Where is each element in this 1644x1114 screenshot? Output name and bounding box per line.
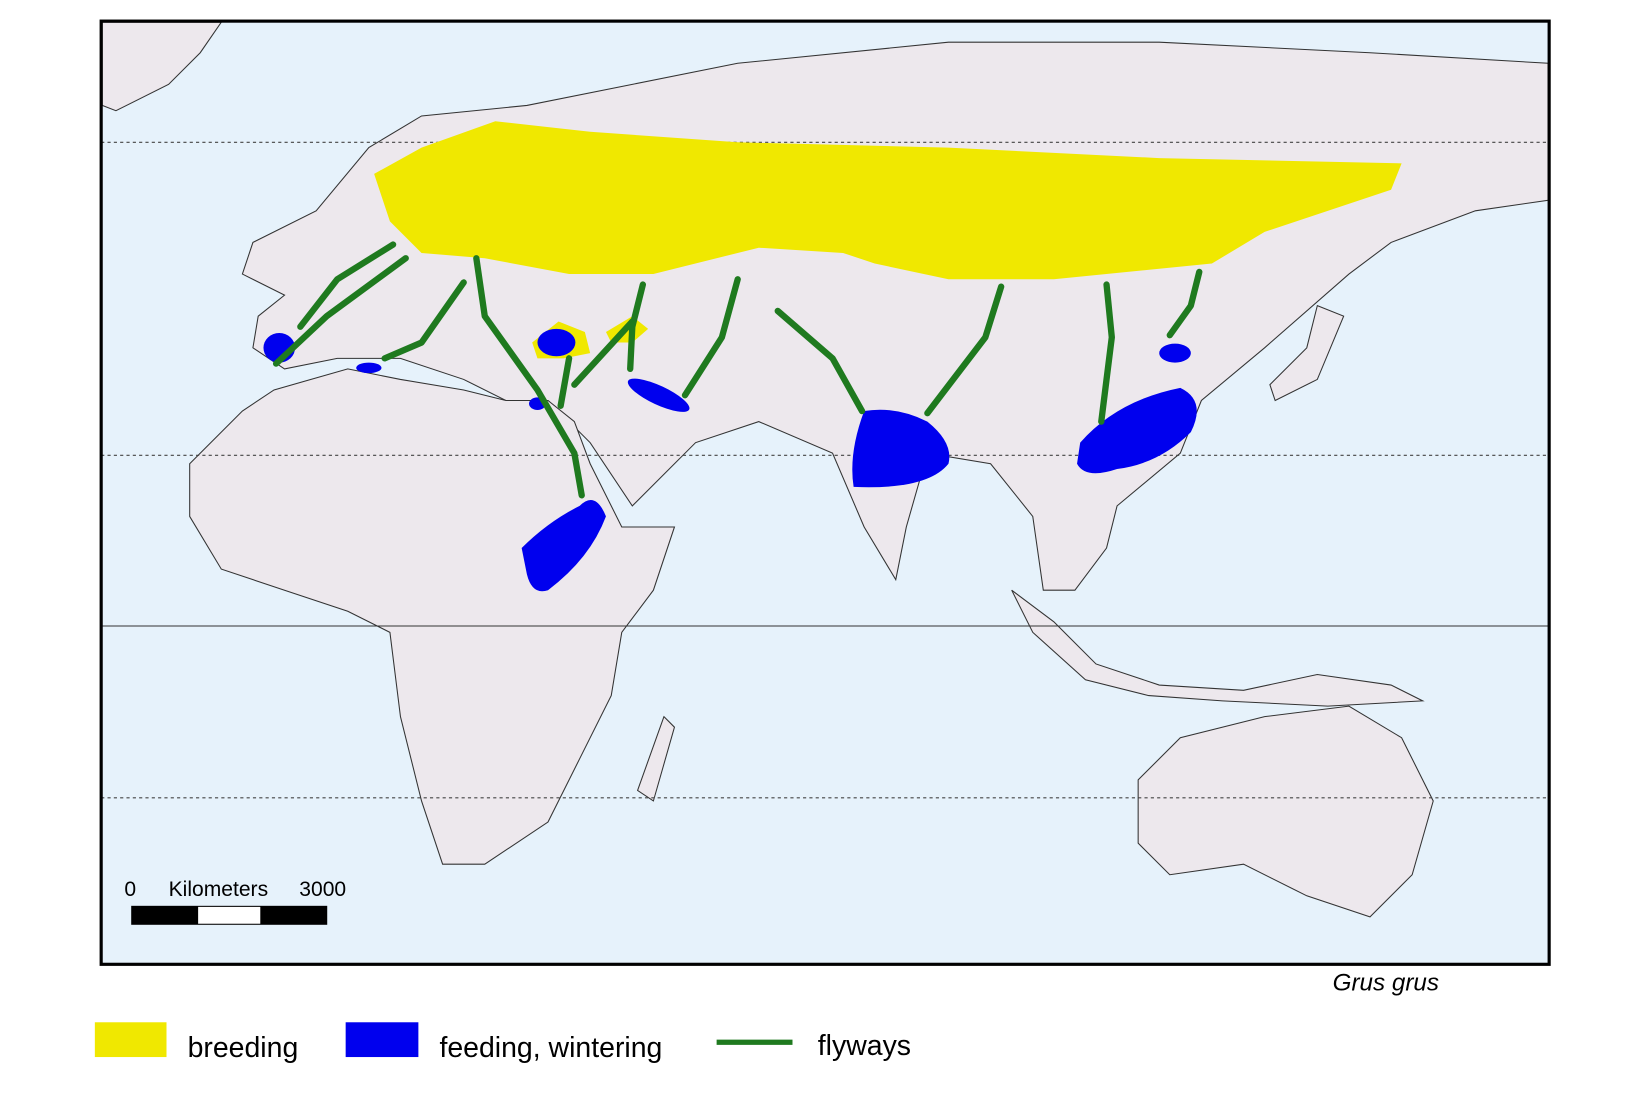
africa <box>189 368 676 865</box>
map-frame <box>99 19 1551 966</box>
scale-segment <box>260 906 327 925</box>
flyway <box>924 283 1005 417</box>
scale-unit: Kilometers <box>169 878 269 901</box>
scale-bar: 0 Kilometers 3000 <box>124 878 346 925</box>
legend-label: breeding <box>188 1032 299 1064</box>
flyway <box>381 279 467 362</box>
species-name: Grus grus <box>1333 970 1439 997</box>
wintering-area <box>537 328 576 357</box>
flyway <box>297 241 397 330</box>
legend-swatch <box>94 1022 167 1058</box>
flyways <box>272 241 1203 499</box>
flyway <box>627 281 647 373</box>
scale-end: 3000 <box>299 878 346 901</box>
scale-start: 0 <box>124 878 136 901</box>
madagascar <box>636 715 676 802</box>
indonesia <box>1011 589 1425 707</box>
wintering-area <box>852 409 950 488</box>
scale-segment <box>131 906 199 925</box>
legend-label: flyways <box>818 1030 911 1062</box>
map: 0 Kilometers 3000 <box>99 19 1551 966</box>
wintering-area <box>1159 343 1191 363</box>
wintering-area <box>1077 387 1197 474</box>
flyway <box>557 355 573 409</box>
australia <box>1137 705 1434 918</box>
legend-label: feeding, wintering <box>439 1032 662 1064</box>
flyway <box>272 255 409 367</box>
japan <box>1269 304 1345 402</box>
legend-swatch <box>345 1022 419 1058</box>
wintering-area <box>521 499 606 592</box>
flyway <box>473 255 585 499</box>
wintering-area <box>627 378 690 412</box>
flyway <box>571 318 636 388</box>
flyway <box>1098 281 1115 425</box>
legend: breeding feeding, wintering flyways <box>94 1022 911 1064</box>
breeding-range <box>374 121 1402 280</box>
flyway <box>774 307 866 415</box>
flyway <box>681 276 741 399</box>
wintering-area <box>356 362 382 374</box>
flyway <box>1166 268 1203 339</box>
